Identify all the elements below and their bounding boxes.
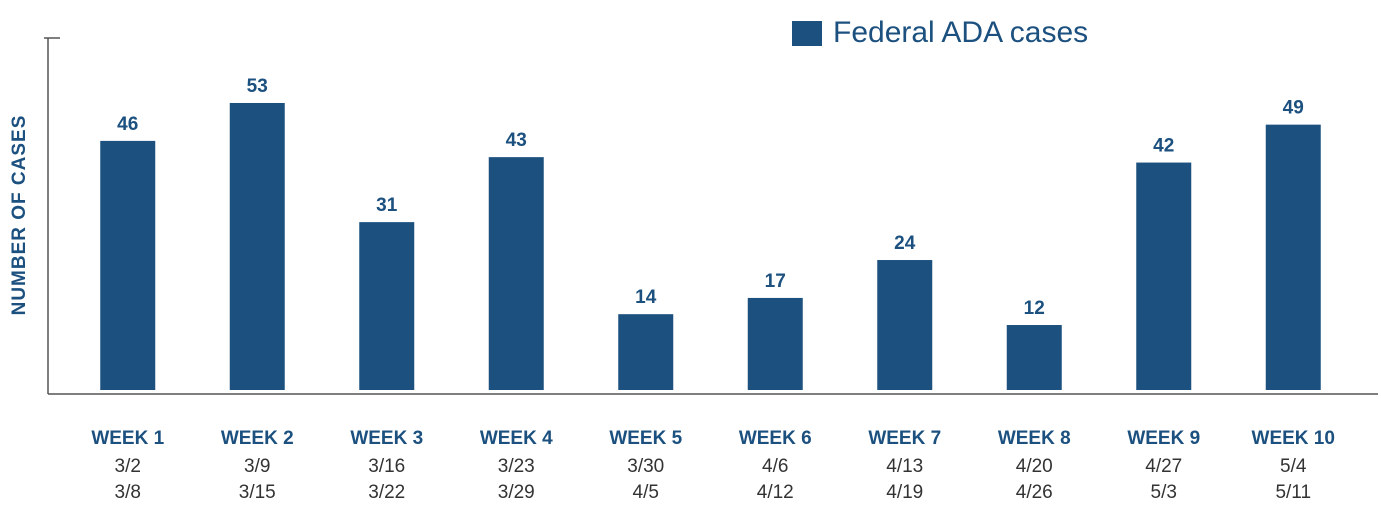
bar [1006,325,1062,390]
value-label: 53 [247,76,268,97]
x-tick-label: WEEK 10 [1252,428,1335,449]
x-tick-date: 4/13 [886,456,923,477]
value-label: 12 [1024,298,1045,319]
x-tick-date: 3/9 [244,456,270,477]
bar [359,222,415,390]
value-label: 43 [506,130,527,151]
x-tick-date: 4/26 [1016,482,1053,503]
legend-label: Federal ADA cases [833,16,1088,49]
x-tick-label: WEEK 7 [868,428,941,449]
x-tick-date: 3/16 [368,456,405,477]
bar [229,102,285,390]
x-tick-date: 5/4 [1280,456,1307,477]
x-tick-label: WEEK 3 [350,428,423,449]
bar [747,297,803,390]
x-tick-label: WEEK 5 [609,428,682,449]
x-tick-date: 5/11 [1275,482,1311,503]
x-tick-label: WEEK 6 [739,428,812,449]
value-label: 14 [635,287,657,308]
x-tick-date: 3/8 [115,482,141,503]
x-tick-date: 4/6 [762,456,788,477]
x-tick-label: WEEK 4 [480,428,553,449]
bar [1265,124,1321,391]
x-tick-label: WEEK 9 [1127,428,1200,449]
value-label: 17 [765,271,786,292]
x-tick-date: 5/3 [1151,482,1177,503]
y-axis-label: NUMBER OF CASES [9,115,30,316]
x-tick-date: 4/12 [757,482,794,503]
x-tick-date: 3/2 [115,456,141,477]
x-tick-date: 4/20 [1016,456,1053,477]
value-label: 46 [117,114,138,135]
x-tick-date: 3/23 [498,456,535,477]
x-tick-label: WEEK 1 [91,428,164,449]
x-tick-label: WEEK 8 [998,428,1071,449]
bar [877,260,933,390]
legend-swatch [792,21,822,46]
x-tick-date: 3/30 [627,456,664,477]
value-label: 49 [1283,98,1304,119]
x-tick-date: 4/19 [886,482,923,503]
x-tick-date: 3/22 [368,482,405,503]
bar [1136,162,1192,390]
x-tick-date: 4/5 [633,482,659,503]
value-label: 31 [376,195,398,216]
x-tick-label: WEEK 2 [221,428,294,449]
bar [618,314,674,390]
bar [100,140,156,390]
x-tick-date: 4/27 [1145,456,1182,477]
bar [488,157,544,390]
value-label: 24 [894,233,916,254]
x-tick-date: 3/29 [498,482,535,503]
value-label: 42 [1153,136,1174,157]
x-tick-date: 3/15 [239,482,276,503]
